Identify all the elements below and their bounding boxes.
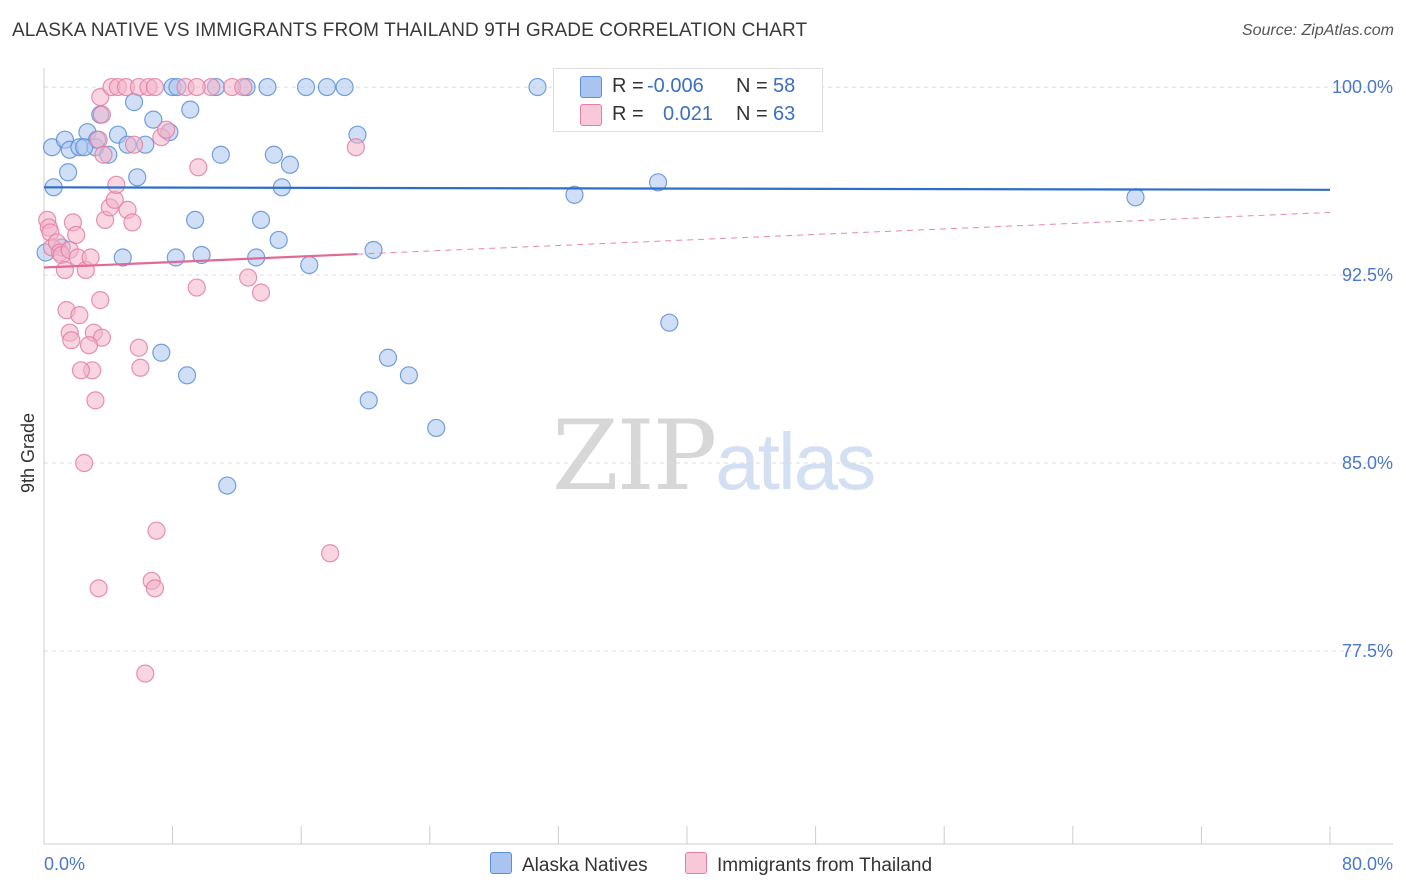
alaska-native-point bbox=[300, 255, 319, 275]
alaska-native-point bbox=[317, 77, 337, 97]
thailand-point bbox=[145, 579, 165, 598]
alaska-native-point bbox=[264, 145, 283, 164]
alaska-native-point bbox=[269, 230, 288, 250]
thailand-point bbox=[89, 579, 108, 598]
legend-swatch-pink bbox=[580, 104, 602, 126]
y-axis-title: 9th Grade bbox=[18, 413, 38, 493]
alaska-native-point bbox=[280, 155, 300, 174]
thailand-point bbox=[86, 391, 105, 410]
alaska-native-point bbox=[192, 245, 211, 265]
bottom-legend-alaska: Alaska Natives bbox=[490, 852, 648, 877]
legend-n-label: N = bbox=[736, 103, 768, 125]
thailand-point bbox=[136, 664, 155, 683]
legend-row-alaska: R = -0.006 N = 58 bbox=[554, 73, 822, 101]
legend-swatch-blue bbox=[580, 76, 602, 98]
legend-r-value: 0.021 bbox=[663, 103, 714, 125]
alaska-native-point bbox=[128, 168, 147, 187]
alaska-native-point bbox=[359, 391, 378, 410]
thailand-point bbox=[234, 77, 253, 97]
alaska-native-point bbox=[152, 343, 171, 362]
thailand-point bbox=[92, 105, 111, 124]
thailand-point bbox=[131, 358, 150, 377]
y-tick-label: 100.0% bbox=[1332, 77, 1393, 97]
legend-r-label: R = bbox=[612, 75, 644, 97]
thailand-point bbox=[321, 544, 340, 563]
legend-n-value: 58 bbox=[773, 75, 796, 97]
legend-r-value: -0.006 bbox=[647, 75, 704, 97]
bottom-legend-thailand: Immigrants from Thailand bbox=[685, 852, 932, 877]
alaska-native-point bbox=[258, 77, 277, 97]
alaska-native-point bbox=[335, 77, 354, 97]
thailand-point bbox=[91, 291, 110, 310]
chart-title: ALASKA NATIVE VS IMMIGRANTS FROM THAILAN… bbox=[12, 20, 808, 41]
thailand-point bbox=[147, 521, 166, 540]
bottom-legend-label-thailand: Immigrants from Thailand bbox=[717, 855, 933, 876]
thailand-trendline-solid bbox=[43, 252, 358, 269]
alaska-native-point bbox=[427, 418, 446, 438]
thailand-point bbox=[239, 268, 258, 287]
thailand-point bbox=[157, 120, 176, 139]
alaska-native-point bbox=[296, 77, 316, 97]
bottom-legend-label-alaska: Alaska Natives bbox=[522, 855, 648, 876]
thailand-point bbox=[79, 336, 99, 355]
thailand-point bbox=[62, 331, 81, 350]
y-tick-label: 92.5% bbox=[1342, 265, 1393, 285]
thailand-point bbox=[187, 77, 206, 97]
thailand-point bbox=[145, 77, 165, 97]
alaska-native-trendline bbox=[43, 186, 1331, 191]
alaska-native-point bbox=[1126, 188, 1145, 207]
alaska-native-point bbox=[378, 348, 398, 367]
alaska-native-point bbox=[59, 163, 78, 182]
alaska-native-point bbox=[75, 138, 94, 157]
alaska-native-point bbox=[211, 145, 230, 164]
thailand-point bbox=[81, 248, 100, 267]
alaska-native-point bbox=[660, 313, 679, 332]
alaska-native-point bbox=[251, 210, 271, 230]
thailand-point bbox=[123, 213, 142, 232]
thailand-trendline-dashed bbox=[357, 211, 1331, 255]
thailand-point bbox=[71, 361, 91, 380]
thailand-point bbox=[129, 338, 148, 357]
thailand-point bbox=[94, 145, 113, 164]
x-tick-label-min: 0.0% bbox=[44, 854, 85, 874]
thailand-point bbox=[251, 283, 271, 302]
y-tick-label: 77.5% bbox=[1342, 641, 1393, 661]
alaska-native-point bbox=[364, 240, 383, 260]
thailand-point bbox=[89, 130, 108, 149]
thailand-point bbox=[70, 306, 89, 325]
alaska-native-point bbox=[124, 93, 144, 112]
thailand-point bbox=[124, 135, 144, 154]
y-tick-label: 85.0% bbox=[1342, 453, 1393, 473]
alaska-native-point bbox=[113, 248, 132, 267]
legend-n-value: 63 bbox=[773, 103, 796, 125]
alaska-native-point bbox=[166, 248, 185, 267]
alaska-native-point bbox=[144, 110, 163, 129]
bottom-legend-swatch-blue bbox=[490, 852, 512, 874]
alaska-native-point bbox=[528, 77, 547, 97]
source-credit: Source: ZipAtlas.com bbox=[1241, 22, 1394, 39]
bottom-legend-swatch-pink bbox=[685, 852, 707, 874]
alaska-native-point bbox=[181, 100, 200, 119]
thailand-point bbox=[67, 225, 86, 245]
alaska-native-point bbox=[186, 210, 205, 230]
legend-r-label: R = bbox=[612, 103, 644, 125]
thailand-point bbox=[55, 260, 74, 280]
thailand-point bbox=[346, 138, 365, 157]
alaska-native-point bbox=[648, 173, 668, 192]
thailand-point bbox=[107, 175, 126, 194]
legend-n-label: N = bbox=[736, 75, 768, 97]
thailand-point bbox=[187, 278, 206, 297]
alaska-native-point bbox=[177, 366, 197, 385]
alaska-native-point bbox=[218, 476, 237, 495]
x-tick-label-max: 80.0% bbox=[1342, 854, 1393, 874]
alaska-native-point bbox=[399, 366, 419, 385]
alaska-native-point bbox=[565, 185, 584, 204]
thailand-point bbox=[189, 158, 208, 177]
thailand-point bbox=[75, 453, 94, 473]
legend-row-thailand: R = 0.021 N = 63 bbox=[554, 101, 822, 129]
correlation-legend: R = -0.006 N = 58 R = 0.021 N = 63 bbox=[553, 68, 823, 132]
